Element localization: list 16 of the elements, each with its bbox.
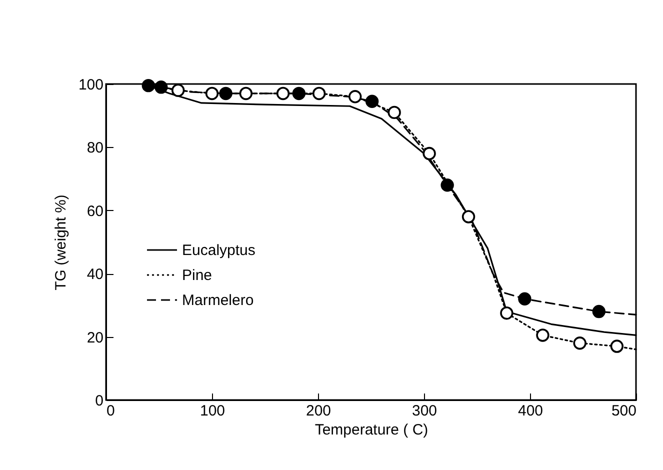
y-tick-label: 40 (86, 266, 104, 284)
x-tick-label: 200 (306, 402, 332, 420)
y-tick-label: 60 (86, 202, 104, 220)
y-tick-label: 100 (78, 76, 104, 94)
y-tick-label: 80 (86, 140, 104, 157)
y-tick-label: 20 (86, 329, 104, 346)
legend-label: Marmelero (182, 292, 254, 309)
x-tick-label: 100 (200, 402, 226, 420)
x-tick-label: 0 (106, 402, 115, 420)
legend-label: Pine (182, 267, 212, 284)
x-tick-label: 400 (518, 402, 544, 420)
x-tick-label: 300 (412, 402, 438, 420)
legend-label: Eucalyptus (182, 242, 256, 259)
x-axis-title: Temperature ( C) (314, 422, 428, 438)
x-tick-label: 500 (611, 402, 636, 420)
y-axis-title: TG (weight %) (52, 194, 70, 290)
